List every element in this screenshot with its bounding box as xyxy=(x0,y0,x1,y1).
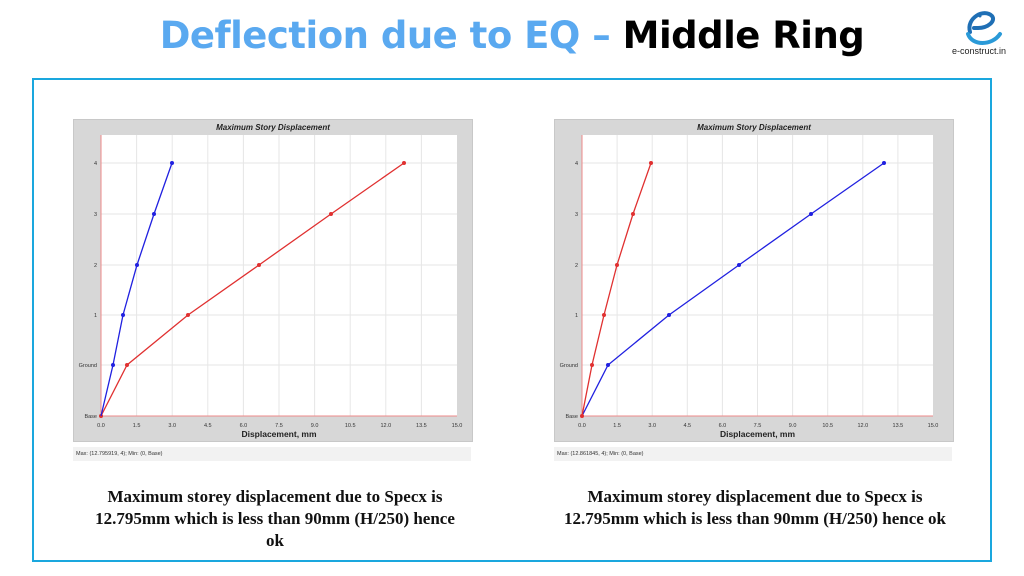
svg-text:15.0: 15.0 xyxy=(928,423,939,429)
svg-text:4.5: 4.5 xyxy=(204,423,212,429)
svg-text:3.0: 3.0 xyxy=(648,423,656,429)
svg-text:9.0: 9.0 xyxy=(789,423,797,429)
right-chart-status: Max: (12.861845, 4); Min: (0, Base) xyxy=(554,447,952,461)
svg-text:6.0: 6.0 xyxy=(719,423,727,429)
left-chart-status: Max: (12.795919, 4); Min: (0, Base) xyxy=(73,447,471,461)
svg-text:2: 2 xyxy=(94,263,97,269)
svg-text:1.5: 1.5 xyxy=(613,423,621,429)
e-logo-icon xyxy=(966,11,1002,45)
svg-text:7.5: 7.5 xyxy=(275,423,283,429)
svg-text:Ground: Ground xyxy=(79,363,97,369)
svg-text:12.0: 12.0 xyxy=(380,423,391,429)
right-chart-title: Maximum Story Displacement xyxy=(697,123,811,132)
svg-text:13.5: 13.5 xyxy=(893,423,904,429)
right-caption-line-1: Maximum storey displacement due to Specx… xyxy=(587,487,923,506)
svg-text:3: 3 xyxy=(575,212,578,218)
svg-text:4: 4 xyxy=(575,161,578,167)
svg-text:Ground: Ground xyxy=(560,363,578,369)
left-caption-line-3: ok xyxy=(266,531,284,550)
svg-text:0.0: 0.0 xyxy=(578,423,586,429)
svg-text:12.0: 12.0 xyxy=(857,423,868,429)
title-part-black: Middle Ring xyxy=(622,14,865,57)
svg-text:Displacement, mm: Displacement, mm xyxy=(720,429,796,439)
svg-text:4.5: 4.5 xyxy=(683,423,691,429)
svg-text:1.5: 1.5 xyxy=(133,423,141,429)
left-chart-plot: Base Ground 1 2 3 4 0.0 1.5 3.0 4.5 6.0 7.5 9.0… xyxy=(79,135,463,439)
svg-text:3.0: 3.0 xyxy=(168,423,176,429)
svg-text:7.5: 7.5 xyxy=(754,423,762,429)
right-caption-line-2: 12.795mm which is less than 90mm (H/250)… xyxy=(563,509,947,528)
logo: e-construct.in xyxy=(944,4,1014,64)
right-chart-plot: Base Ground 1 2 3 4 0.0 1.5 3.0 4.5 6.0 7.5 9.0… xyxy=(560,135,939,439)
left-chart-title: Maximum Story Displacement xyxy=(216,123,330,132)
title-part-blue: Deflection due to EQ – xyxy=(159,14,611,57)
svg-text:13.5: 13.5 xyxy=(416,423,427,429)
svg-text:1: 1 xyxy=(94,313,97,319)
content-frame xyxy=(32,78,992,562)
svg-text:Displacement, mm: Displacement, mm xyxy=(241,429,317,439)
svg-text:3: 3 xyxy=(94,212,97,218)
svg-text:15.0: 15.0 xyxy=(452,423,463,429)
svg-text:0.0: 0.0 xyxy=(97,423,105,429)
svg-text:1: 1 xyxy=(575,313,578,319)
slide-title: Deflection due to EQ – Middle Ring xyxy=(0,12,1024,60)
left-caption-line-1: Maximum storey displacement due to Specx… xyxy=(107,487,443,506)
svg-text:9.0: 9.0 xyxy=(311,423,319,429)
svg-text:10.5: 10.5 xyxy=(345,423,356,429)
logo-text: e-construct.in xyxy=(951,46,1007,56)
svg-text:Base: Base xyxy=(84,414,97,420)
svg-text:4: 4 xyxy=(94,161,97,167)
left-caption-line-2: 12.795mm which is less than 90mm (H/250)… xyxy=(95,509,455,528)
right-caption: Maximum storey displacement due to Specx… xyxy=(520,486,990,530)
svg-text:6.0: 6.0 xyxy=(240,423,248,429)
svg-text:10.5: 10.5 xyxy=(822,423,833,429)
svg-text:2: 2 xyxy=(575,263,578,269)
svg-text:Base: Base xyxy=(565,414,578,420)
left-caption: Maximum storey displacement due to Specx… xyxy=(50,486,500,552)
